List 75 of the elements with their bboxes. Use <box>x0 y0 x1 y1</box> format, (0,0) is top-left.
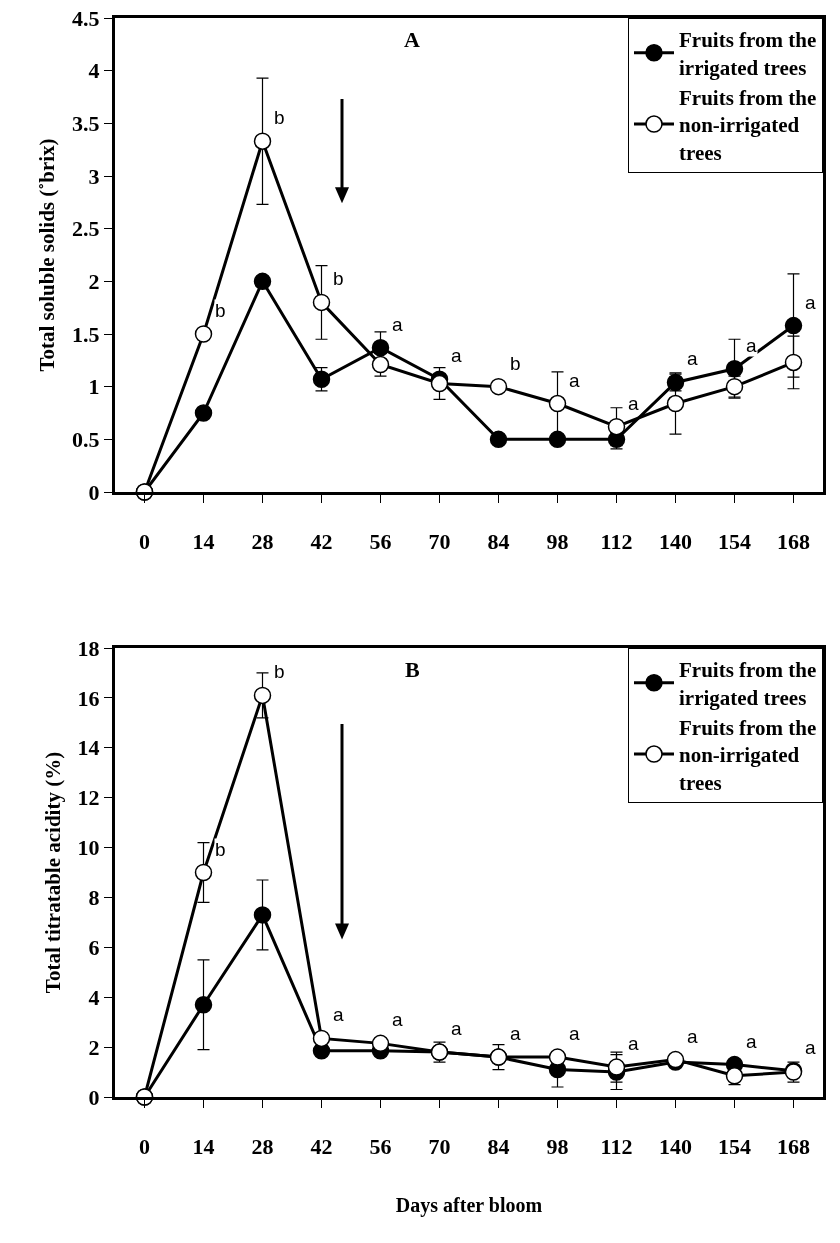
y-tick-label: 18 <box>77 635 100 661</box>
legend-label: Fruits from the non-irrigated trees <box>679 85 817 165</box>
x-tick-label: 98 <box>546 1134 569 1160</box>
x-tick-label: 154 <box>718 529 751 555</box>
x-tick-label: 14 <box>192 529 215 555</box>
x-tick-label: 42 <box>310 1134 333 1160</box>
annotation: a <box>392 1009 403 1030</box>
annotation: b <box>274 661 285 682</box>
annotation: a <box>333 1004 344 1025</box>
y-tick-label: 6 <box>88 935 100 961</box>
x-tick-label: 112 <box>600 1134 633 1160</box>
y-tick-label: 4 <box>88 58 100 84</box>
y-tick-label: 2.5 <box>72 216 100 242</box>
annotation: a <box>628 1033 639 1054</box>
y-tick-label: 0 <box>88 479 100 505</box>
y-axis-title: Total soluble solids (˚brix) <box>35 138 60 372</box>
x-tick-label: 84 <box>487 529 510 555</box>
annotation: b <box>215 300 226 321</box>
x-tick-label: 28 <box>251 1134 274 1160</box>
annotation: b <box>215 839 226 860</box>
legend-label: Fruits from the irrigated trees <box>679 658 817 710</box>
chart-title: B <box>405 657 420 682</box>
y-tick-label: 0.5 <box>72 427 100 453</box>
y-tick-label: 3 <box>88 163 100 189</box>
y-tick-label: 1.5 <box>72 321 100 347</box>
y-axis-title: Total titratable acidity (%) <box>40 751 65 994</box>
annotation: a <box>392 314 403 335</box>
x-tick-label: 28 <box>251 529 274 555</box>
annotation: a <box>746 1031 757 1052</box>
annotation: a <box>746 335 757 356</box>
annotation: a <box>805 292 816 313</box>
x-tick-label: 42 <box>310 529 333 555</box>
y-tick-label: 2 <box>88 1034 100 1060</box>
y-tick-label: 16 <box>77 685 100 711</box>
legend-label: Fruits from the non-irrigated trees <box>679 715 817 795</box>
y-tick-label: 10 <box>77 835 100 861</box>
y-tick-label: 1 <box>88 374 100 400</box>
x-tick-label: 112 <box>600 529 633 555</box>
y-tick-label: 2 <box>88 269 100 295</box>
y-tick-label: 14 <box>77 735 100 761</box>
x-tick-label: 154 <box>718 1134 751 1160</box>
x-tick-label: 0 <box>139 1134 150 1160</box>
annotation: a <box>569 370 580 391</box>
annotation: a <box>569 1023 580 1044</box>
y-tick-label: 8 <box>88 885 100 911</box>
annotation: a <box>451 1018 462 1039</box>
annotation: b <box>510 353 521 374</box>
y-tick-label: 12 <box>77 785 100 811</box>
annotation: a <box>805 1037 816 1058</box>
x-tick-label: 140 <box>659 529 692 555</box>
y-tick-label: 4.5 <box>72 5 100 31</box>
annotation: a <box>628 393 639 414</box>
x-tick-label: 56 <box>369 529 392 555</box>
annotation: a <box>687 1026 698 1047</box>
annotation: a <box>510 1023 521 1044</box>
x-tick-label: 168 <box>777 529 810 555</box>
x-tick-label: 98 <box>546 529 569 555</box>
annotation: a <box>687 348 698 369</box>
x-tick-label: 70 <box>428 529 451 555</box>
x-tick-label: 84 <box>487 1134 510 1160</box>
x-axis-title: Days after bloom <box>395 1193 543 1217</box>
y-tick-label: 3.5 <box>72 111 100 137</box>
x-tick-label: 70 <box>428 1134 451 1160</box>
x-tick-label: 140 <box>659 1134 692 1160</box>
annotation: b <box>333 268 344 289</box>
x-tick-label: 168 <box>777 1134 810 1160</box>
legend-label: Fruits from the irrigated trees <box>679 28 817 80</box>
x-tick-label: 56 <box>369 1134 392 1160</box>
annotation: b <box>274 107 285 128</box>
x-tick-label: 0 <box>139 529 150 555</box>
annotation: a <box>451 345 462 366</box>
chart-title: A <box>404 27 420 52</box>
y-tick-label: 4 <box>88 984 100 1010</box>
x-tick-label: 14 <box>192 1134 215 1160</box>
y-tick-label: 0 <box>88 1084 100 1110</box>
